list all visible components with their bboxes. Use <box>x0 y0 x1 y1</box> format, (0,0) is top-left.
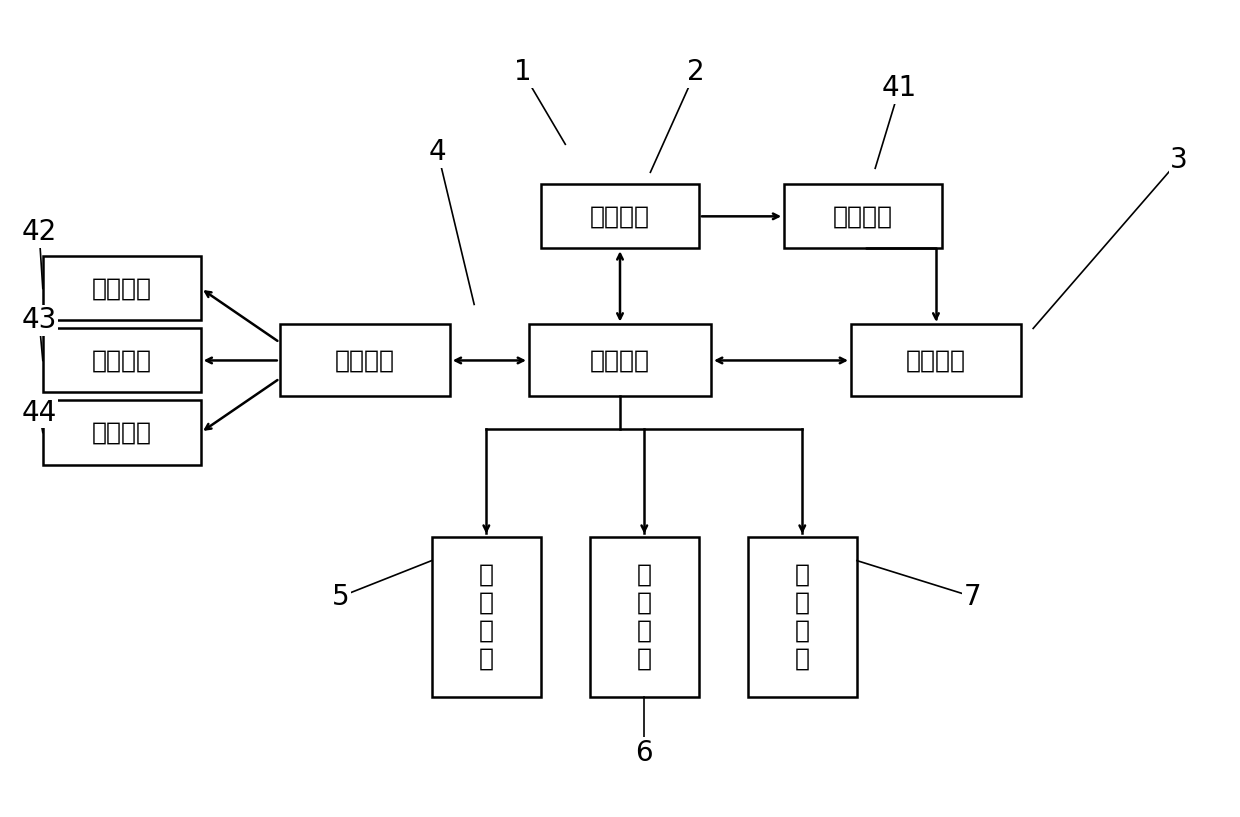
Text: 42: 42 <box>21 218 57 247</box>
Text: 1: 1 <box>513 58 532 87</box>
Text: 通讯模块: 通讯模块 <box>92 421 151 444</box>
Bar <box>42 328 201 392</box>
Text: 监
测
模
块: 监 测 模 块 <box>479 563 494 671</box>
Bar <box>589 537 699 697</box>
Text: 数据模块: 数据模块 <box>590 204 650 228</box>
Bar <box>528 324 711 396</box>
Text: 仿真模块: 仿真模块 <box>906 349 966 373</box>
Text: 2: 2 <box>687 58 704 87</box>
Text: 6: 6 <box>635 739 653 767</box>
Text: 7: 7 <box>963 583 981 610</box>
Text: 人机模块: 人机模块 <box>92 276 151 301</box>
Text: 41: 41 <box>882 74 918 102</box>
Text: 3: 3 <box>1171 146 1188 174</box>
Text: 43: 43 <box>21 306 57 334</box>
Bar <box>432 537 541 697</box>
Text: 管理模块: 管理模块 <box>590 349 650 373</box>
Text: 4: 4 <box>429 138 446 167</box>
Bar <box>784 185 942 248</box>
Bar <box>42 257 201 320</box>
Text: 限定模块: 限定模块 <box>833 204 893 228</box>
Text: 5: 5 <box>331 583 350 610</box>
Text: 控制平台: 控制平台 <box>335 349 394 373</box>
Bar <box>280 324 450 396</box>
Bar <box>748 537 857 697</box>
Text: 硬件模块: 硬件模块 <box>92 349 151 373</box>
Text: 44: 44 <box>21 399 57 426</box>
Text: 分
析
模
块: 分 析 模 块 <box>637 563 652 671</box>
Bar <box>851 324 1021 396</box>
Text: 修
复
模
块: 修 复 模 块 <box>795 563 810 671</box>
Bar <box>541 185 699 248</box>
Bar <box>42 400 201 465</box>
